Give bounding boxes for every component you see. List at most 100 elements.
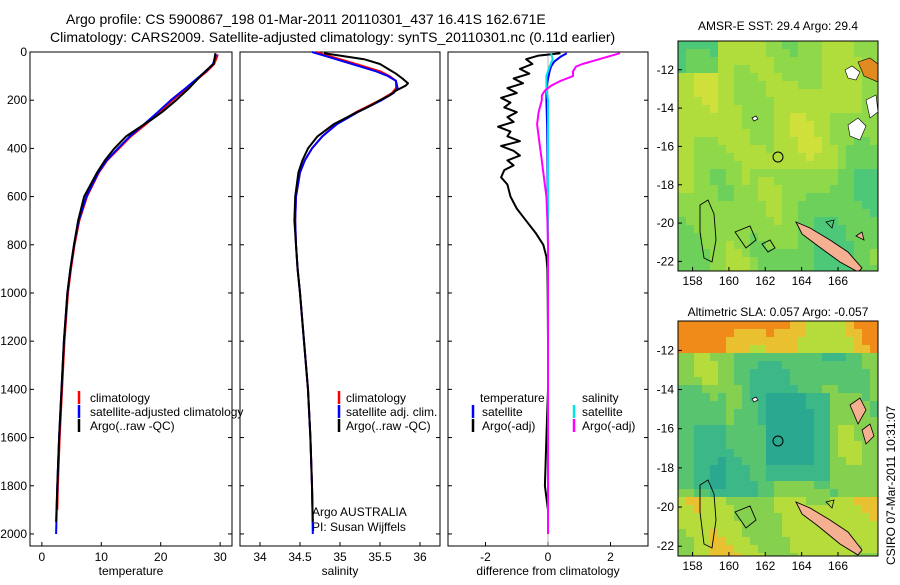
- field-cell: [806, 345, 814, 353]
- field-cell: [790, 457, 798, 465]
- field-cell: [718, 201, 726, 209]
- legend-label: satellite-adjusted climatology: [90, 405, 243, 419]
- field-cell: [694, 225, 702, 233]
- series-salinity-argo-adj: [536, 52, 621, 534]
- field-cell: [766, 57, 774, 65]
- field-cell: [766, 89, 774, 97]
- field-cell: [870, 409, 878, 417]
- field-cell: [782, 321, 790, 329]
- field-cell: [726, 65, 734, 73]
- field-cell: [718, 217, 726, 225]
- field-cell: [750, 545, 758, 553]
- field-cell: [694, 81, 702, 89]
- field-cell: [686, 489, 694, 497]
- field-cell: [790, 337, 798, 345]
- field-cell: [806, 105, 814, 113]
- series-satellite-adjusted-climatology: [55, 54, 217, 535]
- field-cell: [830, 57, 838, 65]
- field-cell: [718, 337, 726, 345]
- field-cell: [702, 441, 710, 449]
- field-cell: [710, 441, 718, 449]
- field-cell: [702, 489, 710, 497]
- field-cell: [870, 441, 878, 449]
- field-cell: [726, 153, 734, 161]
- field-cell: [806, 153, 814, 161]
- field-cell: [702, 433, 710, 441]
- field-cell: [838, 177, 846, 185]
- field-cell: [782, 153, 790, 161]
- field-cell: [790, 353, 798, 361]
- sst-land-islet: [855, 231, 865, 241]
- field-cell: [678, 81, 686, 89]
- field-cell: [774, 473, 782, 481]
- field-cell: [790, 217, 798, 225]
- field-cell: [718, 377, 726, 385]
- field-cell: [758, 545, 766, 553]
- field-cell: [846, 49, 854, 57]
- field-cell: [742, 137, 750, 145]
- field-cell: [726, 425, 734, 433]
- field-cell: [686, 185, 694, 193]
- field-cell: [822, 385, 830, 393]
- field-cell: [798, 337, 806, 345]
- field-cell: [814, 449, 822, 457]
- field-cell: [774, 449, 782, 457]
- field-cell: [870, 113, 878, 121]
- field-cell: [694, 209, 702, 217]
- field-cell: [774, 193, 782, 201]
- field-cell: [830, 345, 838, 353]
- field-cell: [734, 425, 742, 433]
- field-cell: [742, 57, 750, 65]
- field-cell: [742, 257, 750, 265]
- field-cell: [702, 465, 710, 473]
- field-cell: [734, 81, 742, 89]
- field-cell: [742, 481, 750, 489]
- field-cell: [782, 329, 790, 337]
- x-tick-label: -2: [480, 550, 491, 564]
- map-y-tick-label: -14: [657, 383, 675, 397]
- field-cell: [814, 97, 822, 105]
- field-cell: [790, 465, 798, 473]
- field-cell: [798, 529, 806, 537]
- field-cell: [846, 553, 854, 556]
- field-cell: [838, 521, 846, 529]
- field-cell: [870, 521, 878, 529]
- field-cell: [686, 449, 694, 457]
- field-cell: [790, 153, 798, 161]
- field-cell: [758, 505, 766, 513]
- field-cell: [854, 241, 862, 249]
- field-cell: [822, 177, 830, 185]
- field-cell: [790, 137, 798, 145]
- field-cell: [694, 393, 702, 401]
- field-cell: [790, 369, 798, 377]
- field-cell: [742, 217, 750, 225]
- field-cell: [790, 241, 798, 249]
- field-cell: [734, 481, 742, 489]
- field-cell: [710, 129, 718, 137]
- field-cell: [766, 513, 774, 521]
- map-x-tick-label: 162: [755, 559, 775, 573]
- field-cell: [814, 329, 822, 337]
- field-cell: [750, 41, 758, 49]
- field-cell: [678, 545, 686, 553]
- field-cell: [758, 57, 766, 65]
- field-cell: [750, 361, 758, 369]
- field-cell: [686, 57, 694, 65]
- field-cell: [718, 457, 726, 465]
- field-cell: [750, 81, 758, 89]
- field-cell: [798, 369, 806, 377]
- field-cell: [718, 473, 726, 481]
- sla-map-frame: [677, 320, 879, 557]
- field-cell: [846, 113, 854, 121]
- map-x-tick-label: 164: [792, 559, 812, 573]
- field-cell: [686, 137, 694, 145]
- field-cell: [870, 41, 878, 49]
- field-cell: [782, 497, 790, 505]
- field-cell: [814, 505, 822, 513]
- field-cell: [734, 137, 742, 145]
- field-cell: [758, 417, 766, 425]
- field-cell: [870, 553, 878, 556]
- field-cell: [846, 337, 854, 345]
- field-cell: [782, 449, 790, 457]
- field-cell: [854, 473, 862, 481]
